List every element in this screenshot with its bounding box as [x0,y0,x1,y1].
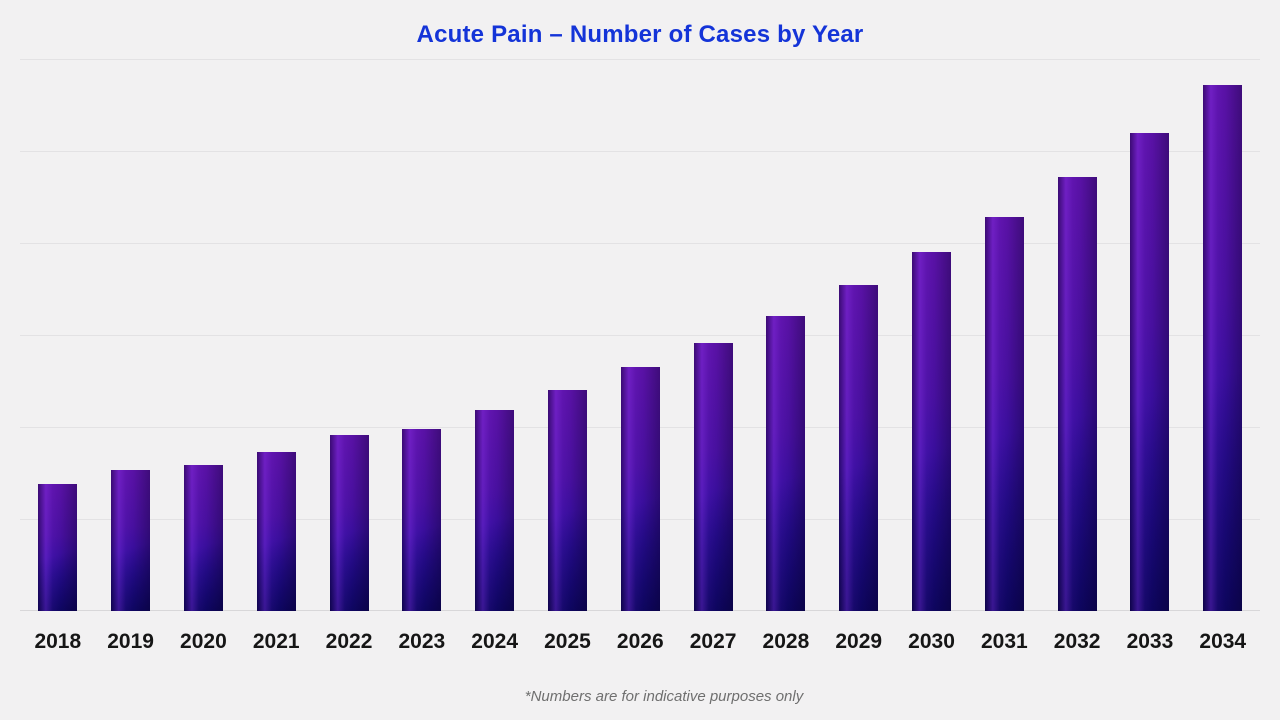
x-axis-label-2032: 2032 [1053,630,1101,653]
bar-2025 [547,390,587,611]
bar-2029 [839,285,879,611]
x-axis-label-2020: 2020 [180,630,227,653]
chart-title: Acute Pain – Number of Cases by Year [416,21,864,48]
x-axis-label-2030: 2030 [908,630,955,653]
bar-2031 [984,217,1024,611]
x-axis-label-2021: 2021 [252,630,300,653]
bar-2027 [693,343,733,611]
x-axis-label-2033: 2033 [1126,630,1174,653]
x-axis-label-2027: 2027 [689,630,737,653]
x-axis-label-2025: 2025 [544,630,591,653]
x-axis-label-2026: 2026 [616,630,664,653]
gridline [20,243,1260,244]
gridline [20,151,1260,152]
gridline [20,59,1260,60]
x-axis-label-2029: 2029 [835,630,883,653]
bar-2024 [475,410,515,611]
plot-area [20,59,1260,611]
bar-2023 [402,429,442,611]
x-axis-label-2031: 2031 [980,630,1028,653]
bar-2033 [1130,133,1170,611]
bar-2020 [183,465,223,611]
bar-2034 [1203,85,1243,611]
x-axis-label-2024: 2024 [471,630,519,653]
bar-2028 [766,316,806,611]
bar-2032 [1057,177,1097,611]
x-axis-label-2034: 2034 [1199,630,1247,653]
gridline [20,335,1260,336]
bar-2021 [256,452,296,611]
bar-2018 [38,484,78,611]
bar-2030 [912,252,952,611]
x-axis-label-2022: 2022 [325,630,373,653]
bar-2026 [620,367,660,611]
bar-2019 [111,470,151,611]
chart-footnote: *Numbers are for indicative purposes onl… [524,688,804,705]
x-axis-label-2023: 2023 [398,630,446,653]
x-axis-label-2028: 2028 [762,630,810,653]
x-axis-label-2019: 2019 [107,630,154,653]
bar-2022 [329,435,369,611]
x-axis-label-2018: 2018 [34,630,82,653]
